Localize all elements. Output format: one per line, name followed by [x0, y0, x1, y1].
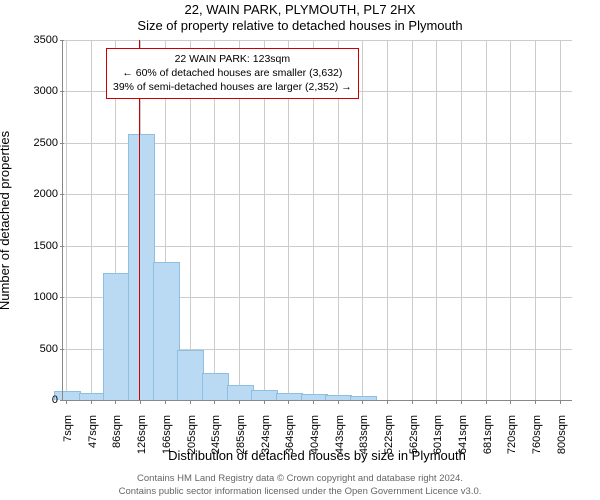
y-tick-label: 500 — [8, 343, 58, 355]
x-tick-mark — [115, 400, 116, 404]
x-tick-mark — [510, 400, 511, 404]
x-tick-mark — [387, 400, 388, 404]
histogram-bar — [251, 390, 278, 400]
y-tick-label: 0 — [8, 394, 58, 406]
y-tick-label: 1500 — [8, 240, 58, 252]
x-tick-mark — [214, 400, 215, 404]
x-tick-mark — [264, 400, 265, 404]
y-tick-label: 3500 — [8, 34, 58, 46]
histogram-bar — [128, 134, 155, 400]
page-title: 22, WAIN PARK, PLYMOUTH, PL7 2HX — [0, 2, 600, 17]
page-subtitle: Size of property relative to detached ho… — [0, 18, 600, 33]
x-tick-mark — [486, 400, 487, 404]
x-axis-line — [62, 400, 572, 401]
gridline-v — [486, 40, 487, 400]
histogram-bar — [153, 262, 180, 400]
x-tick-mark — [436, 400, 437, 404]
gridline-v — [510, 40, 511, 400]
x-tick-mark — [313, 400, 314, 404]
x-tick-mark — [535, 400, 536, 404]
gridline-v — [436, 40, 437, 400]
gridline-v — [362, 40, 363, 400]
gridline-v — [560, 40, 561, 400]
histogram-bar — [202, 373, 229, 400]
annotation-line3: 39% of semi-detached houses are larger (… — [113, 80, 352, 94]
x-tick-mark — [362, 400, 363, 404]
histogram-bar — [177, 350, 204, 400]
x-tick-mark — [461, 400, 462, 404]
histogram-bar — [276, 393, 303, 400]
footer-credits: Contains HM Land Registry data © Crown c… — [0, 473, 600, 498]
gridline-v — [461, 40, 462, 400]
y-tick-label: 3000 — [8, 85, 58, 97]
x-tick-mark — [412, 400, 413, 404]
gridline-v — [387, 40, 388, 400]
gridline-v — [412, 40, 413, 400]
x-tick-mark — [165, 400, 166, 404]
histogram-bar — [103, 273, 130, 401]
gridline-v — [66, 40, 67, 400]
x-tick-mark — [91, 400, 92, 404]
x-tick-mark — [239, 400, 240, 404]
x-axis-label: Distribution of detached houses by size … — [62, 448, 572, 463]
y-tick-label: 2000 — [8, 188, 58, 200]
gridline-v — [91, 40, 92, 400]
histogram-bar — [79, 393, 106, 400]
y-axis-line — [62, 40, 63, 400]
footer-line2: Contains public sector information licen… — [0, 486, 600, 498]
annotation-box: 22 WAIN PARK: 123sqm ← 60% of detached h… — [106, 48, 359, 99]
footer-line1: Contains HM Land Registry data © Crown c… — [0, 473, 600, 485]
annotation-line1: 22 WAIN PARK: 123sqm — [113, 52, 352, 66]
gridline-v — [535, 40, 536, 400]
x-tick-mark — [140, 400, 141, 404]
y-tick-label: 2500 — [8, 137, 58, 149]
y-tick-label: 1000 — [8, 291, 58, 303]
x-tick-mark — [288, 400, 289, 404]
histogram-bar — [227, 385, 254, 400]
annotation-line2: ← 60% of detached houses are smaller (3,… — [113, 66, 352, 80]
x-tick-mark — [190, 400, 191, 404]
x-tick-mark — [560, 400, 561, 404]
chart-container: 22, WAIN PARK, PLYMOUTH, PL7 2HX Size of… — [0, 0, 600, 500]
x-tick-mark — [66, 400, 67, 404]
y-axis-label-text: Number of detached properties — [0, 130, 13, 309]
x-tick-mark — [338, 400, 339, 404]
